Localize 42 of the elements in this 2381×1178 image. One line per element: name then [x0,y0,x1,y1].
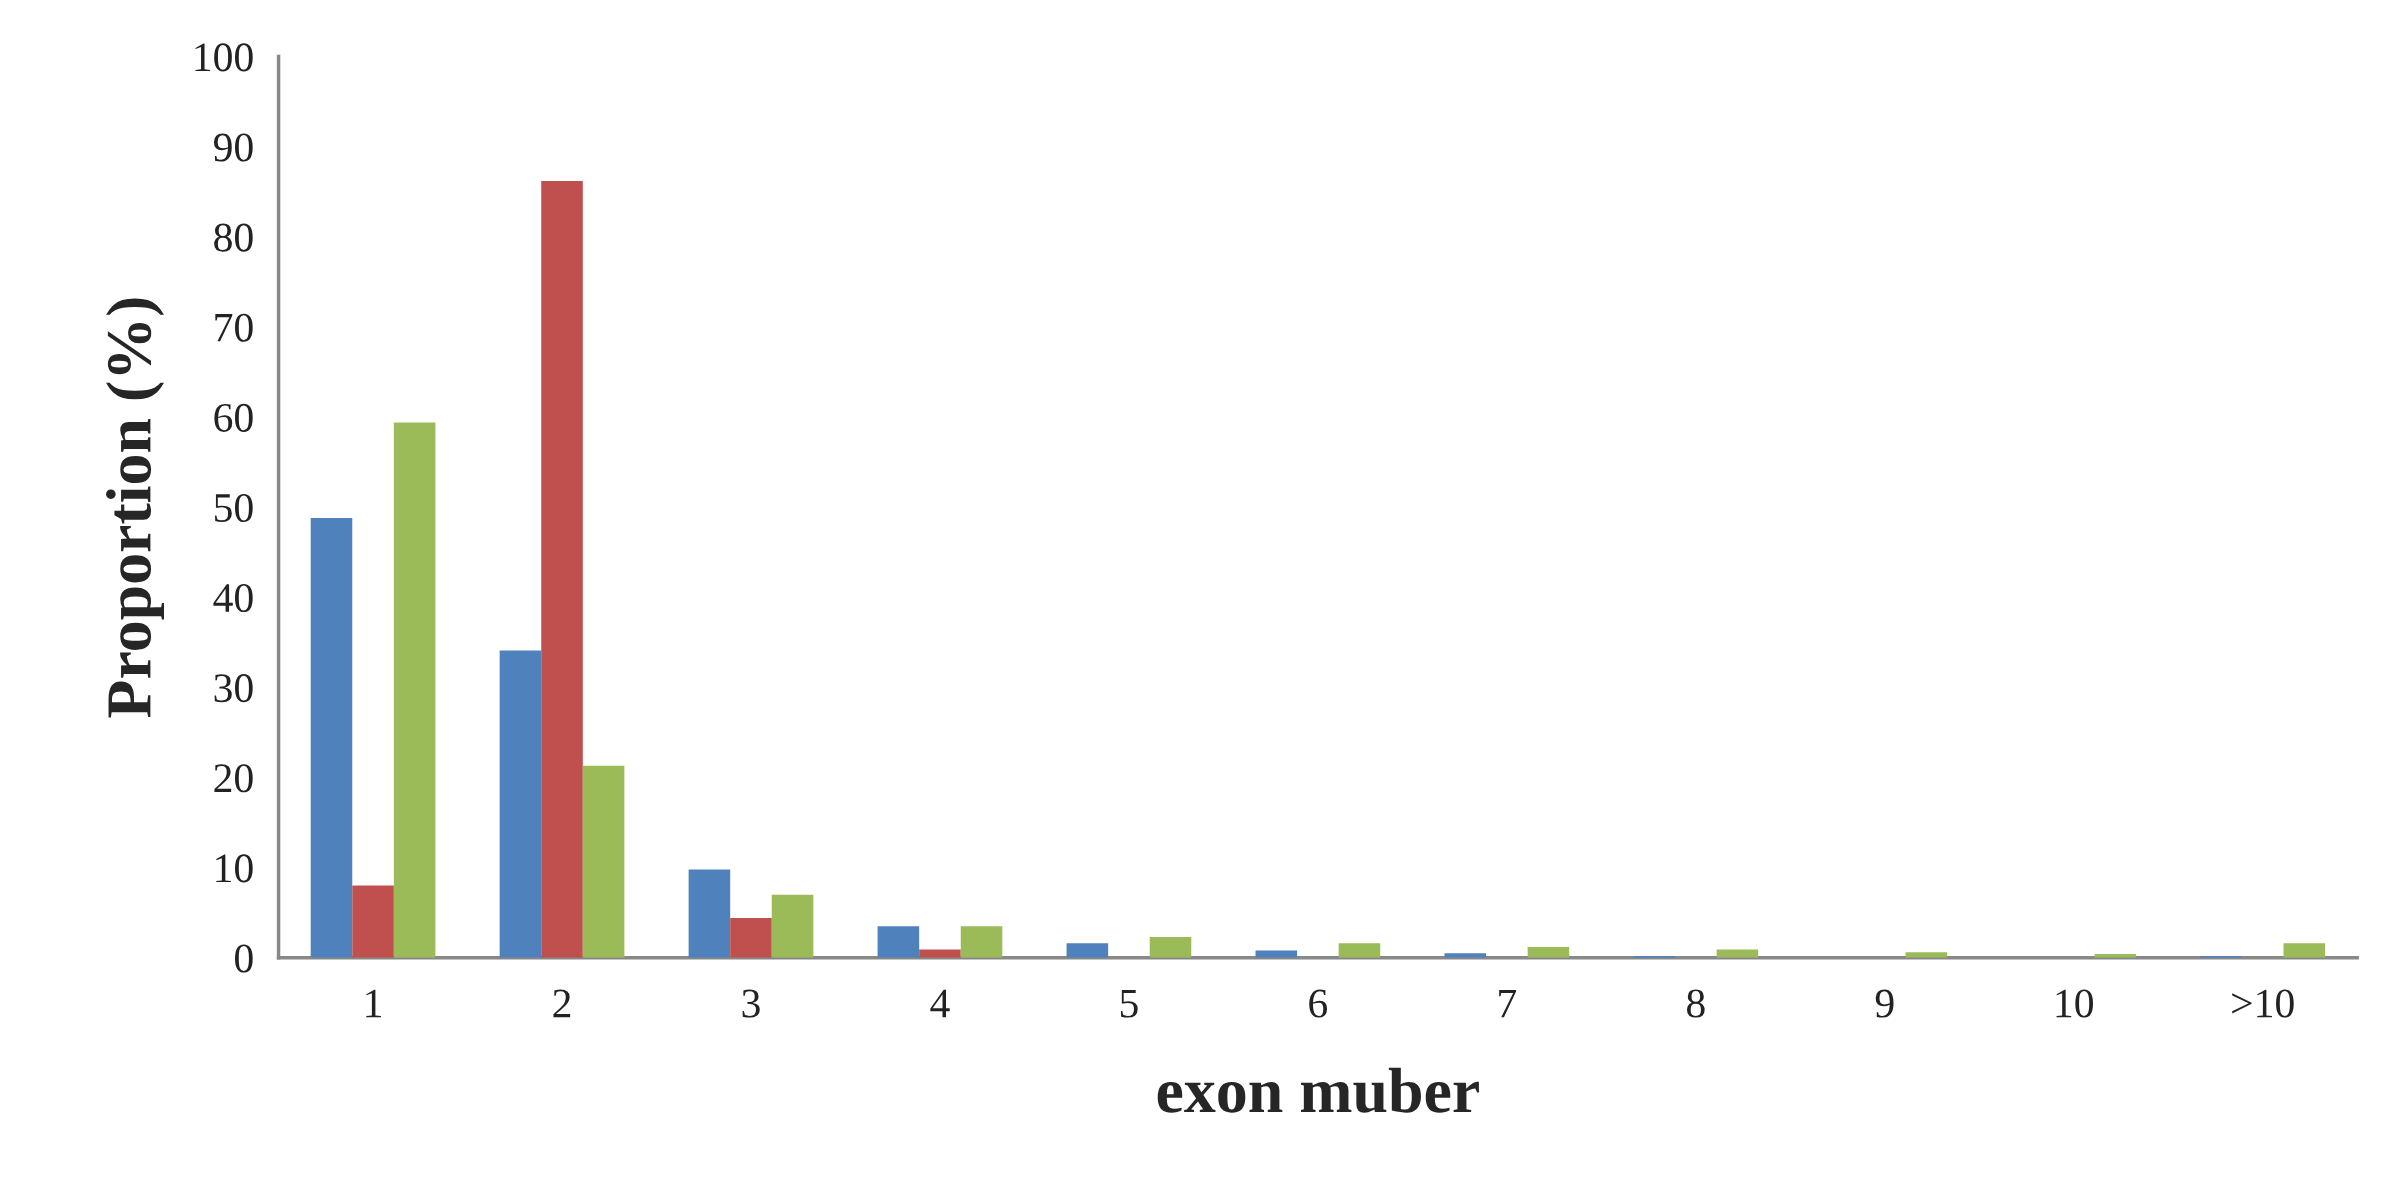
bar [541,180,583,958]
y-tick-label: 40 [213,583,253,613]
bar [1338,943,1381,958]
y-tick-label: 60 [214,403,253,432]
y-tick-label: 90 [213,133,253,162]
x-axis-title: exon muber [1157,1067,1479,1113]
bar [960,926,1003,958]
y-axis-title: Proportion (%) [106,298,164,718]
bar [730,918,772,958]
y-tick-label: 0 [235,944,253,973]
y-tick-label: 20 [214,764,253,793]
x-tick-label: 8 [1686,989,1705,1018]
bar [877,926,920,958]
x-tick-label: 1 [366,989,381,1018]
bar [499,650,542,958]
bar [1149,936,1192,958]
x-tick-label: 4 [930,989,950,1018]
bar [310,517,353,958]
x-tick-label: 6 [1309,989,1328,1018]
y-tick-label: 30 [214,674,253,703]
x-tick-label: 9 [1875,989,1894,1018]
x-tick-label: 2 [553,989,571,1018]
bar [1444,953,1487,958]
bar [352,885,394,958]
x-tick-label: 5 [1120,989,1138,1018]
y-tick-label: 80 [214,223,253,252]
bar [771,894,814,958]
y-tick-label: 70 [215,313,253,342]
bar [1905,952,1948,958]
x-tick-label: 7 [1499,989,1517,1018]
bar [393,422,436,958]
y-tick-label: 50 [215,493,253,522]
bar [1527,946,1570,958]
x-tick-label: 3 [742,989,760,1018]
y-tick-label: 100 [195,43,253,72]
bar [688,869,731,958]
bar [582,765,625,958]
y-tick-label: 10 [216,854,253,883]
x-tick-label: >10 [2232,989,2294,1018]
bar [1066,943,1109,958]
x-tick-label: 10 [2056,989,2093,1018]
bar [2283,943,2326,958]
